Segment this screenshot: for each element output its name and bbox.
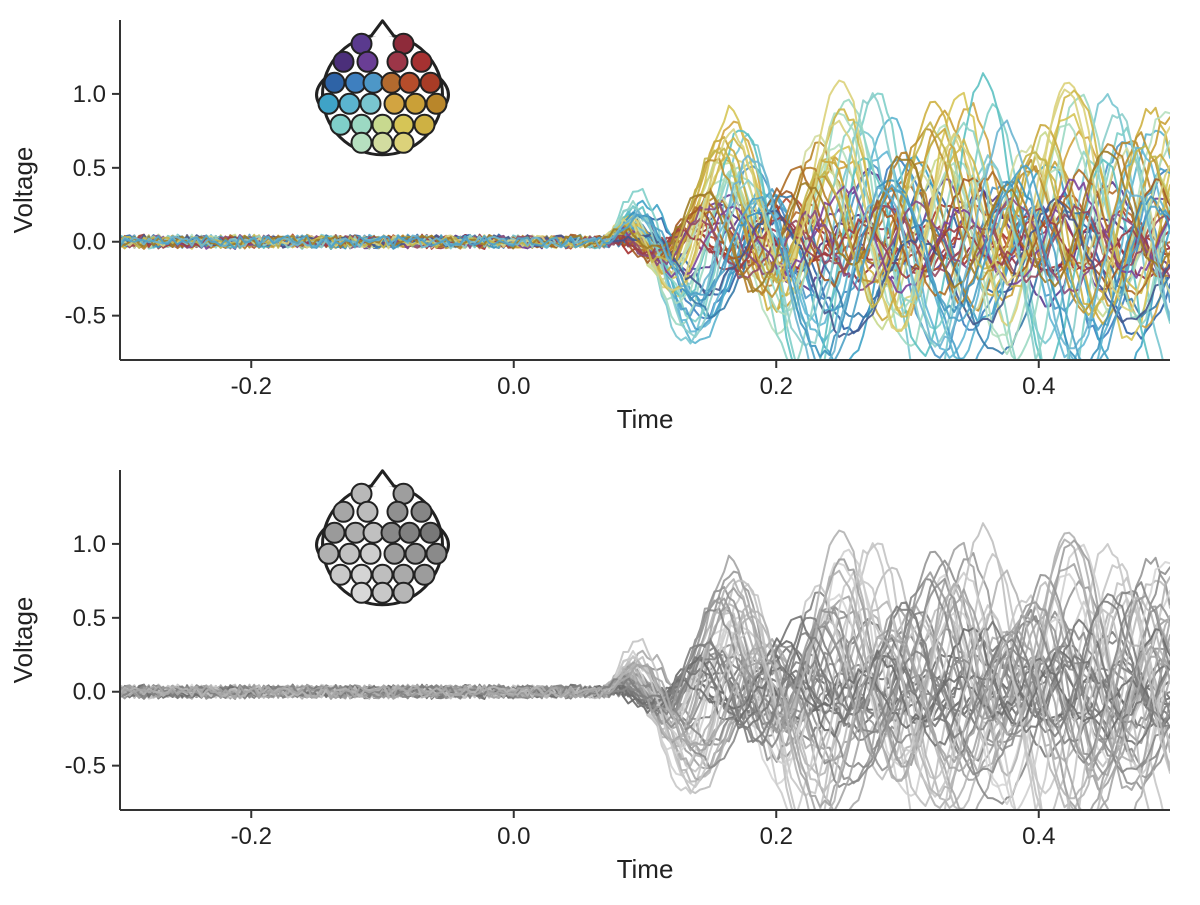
- electrode-dot: [373, 133, 393, 153]
- y-axis-title: Voltage: [8, 147, 38, 234]
- topoplot-inset: [317, 471, 449, 605]
- electrode-dot: [331, 565, 351, 585]
- electrode-dot: [331, 115, 351, 135]
- electrode-dot: [412, 502, 432, 522]
- electrode-dot: [394, 34, 414, 54]
- electrode-dot: [406, 94, 426, 114]
- nose-icon: [371, 21, 395, 37]
- electrode-dot: [415, 565, 435, 585]
- topoplot-inset: [317, 21, 449, 155]
- electrode-dot: [400, 73, 420, 93]
- electrode-dot: [406, 544, 426, 564]
- y-axis-title: Voltage: [8, 597, 38, 684]
- nose-icon: [371, 471, 395, 487]
- electrode-dot: [361, 544, 381, 564]
- electrode-dot: [325, 73, 345, 93]
- x-tick-label: -0.2: [231, 373, 272, 400]
- electrode-dot: [352, 583, 372, 603]
- panel-bottom: -0.5 0.0 0.5 1.0 -0.2 0.0 0.2 0.4 Time Voltage: [0, 450, 1200, 900]
- erp-plot-color: -0.5 0.0 0.5 1.0 -0.2 0.0 0.2 0.4 Time Voltage: [0, 0, 1200, 450]
- y-tick-label: 1.0: [73, 531, 106, 558]
- panel-top: -0.5 0.0 0.5 1.0 -0.2 0.0 0.2 0.4 Time Voltage: [0, 0, 1200, 450]
- series-group: [120, 523, 1170, 871]
- x-tick-label: 0.0: [497, 823, 530, 850]
- electrode-dot: [352, 565, 372, 585]
- electrode-dot: [421, 523, 441, 543]
- electrode-dot: [394, 133, 414, 153]
- electrode-dot: [334, 502, 354, 522]
- electrode-dot: [394, 484, 414, 504]
- series-group: [120, 73, 1170, 421]
- electrode-dot: [319, 94, 339, 114]
- electrode-dot: [352, 34, 372, 54]
- electrode-dot: [373, 565, 393, 585]
- electrode-dot: [373, 583, 393, 603]
- y-tick-label: -0.5: [65, 303, 106, 330]
- electrode-dot: [427, 94, 447, 114]
- electrode-dot: [421, 73, 441, 93]
- y-tick-label: 0.0: [73, 229, 106, 256]
- x-tick-label: 0.2: [760, 373, 793, 400]
- electrode-dot: [352, 484, 372, 504]
- electrode-dot: [400, 523, 420, 543]
- x-tick-label: 0.2: [760, 823, 793, 850]
- electrode-dot: [325, 523, 345, 543]
- x-tick-label: -0.2: [231, 823, 272, 850]
- electrode-dot: [385, 544, 405, 564]
- x-tick-label: 0.0: [497, 373, 530, 400]
- electrode-dot: [388, 502, 408, 522]
- erp-plot-gray: -0.5 0.0 0.5 1.0 -0.2 0.0 0.2 0.4 Time Voltage: [0, 450, 1200, 900]
- electrode-dot: [388, 52, 408, 72]
- y-tick-label: 0.0: [73, 679, 106, 706]
- electrode-dot: [358, 52, 378, 72]
- electrode-dot: [319, 544, 339, 564]
- electrode-dot: [394, 583, 414, 603]
- x-tick-label: 0.4: [1022, 373, 1055, 400]
- y-tick-label: -0.5: [65, 753, 106, 780]
- x-tick-label: 0.4: [1022, 823, 1055, 850]
- electrode-dot: [427, 544, 447, 564]
- figure-root: -0.5 0.0 0.5 1.0 -0.2 0.0 0.2 0.4 Time Voltage -0…: [0, 0, 1200, 900]
- electrode-dot: [394, 565, 414, 585]
- x-axis-title: Time: [617, 854, 674, 884]
- electrode-dot: [358, 502, 378, 522]
- electrode-dot: [412, 52, 432, 72]
- electrode-dot: [334, 52, 354, 72]
- x-axis-title: Time: [617, 404, 674, 434]
- electrode-dot: [361, 94, 381, 114]
- electrode-dot: [385, 94, 405, 114]
- y-tick-label: 0.5: [73, 155, 106, 182]
- y-tick-label: 1.0: [73, 81, 106, 108]
- electrode-dot: [415, 115, 435, 135]
- y-tick-label: 0.5: [73, 605, 106, 632]
- electrode-dot: [352, 133, 372, 153]
- electrode-dot: [340, 544, 360, 564]
- electrode-dot: [340, 94, 360, 114]
